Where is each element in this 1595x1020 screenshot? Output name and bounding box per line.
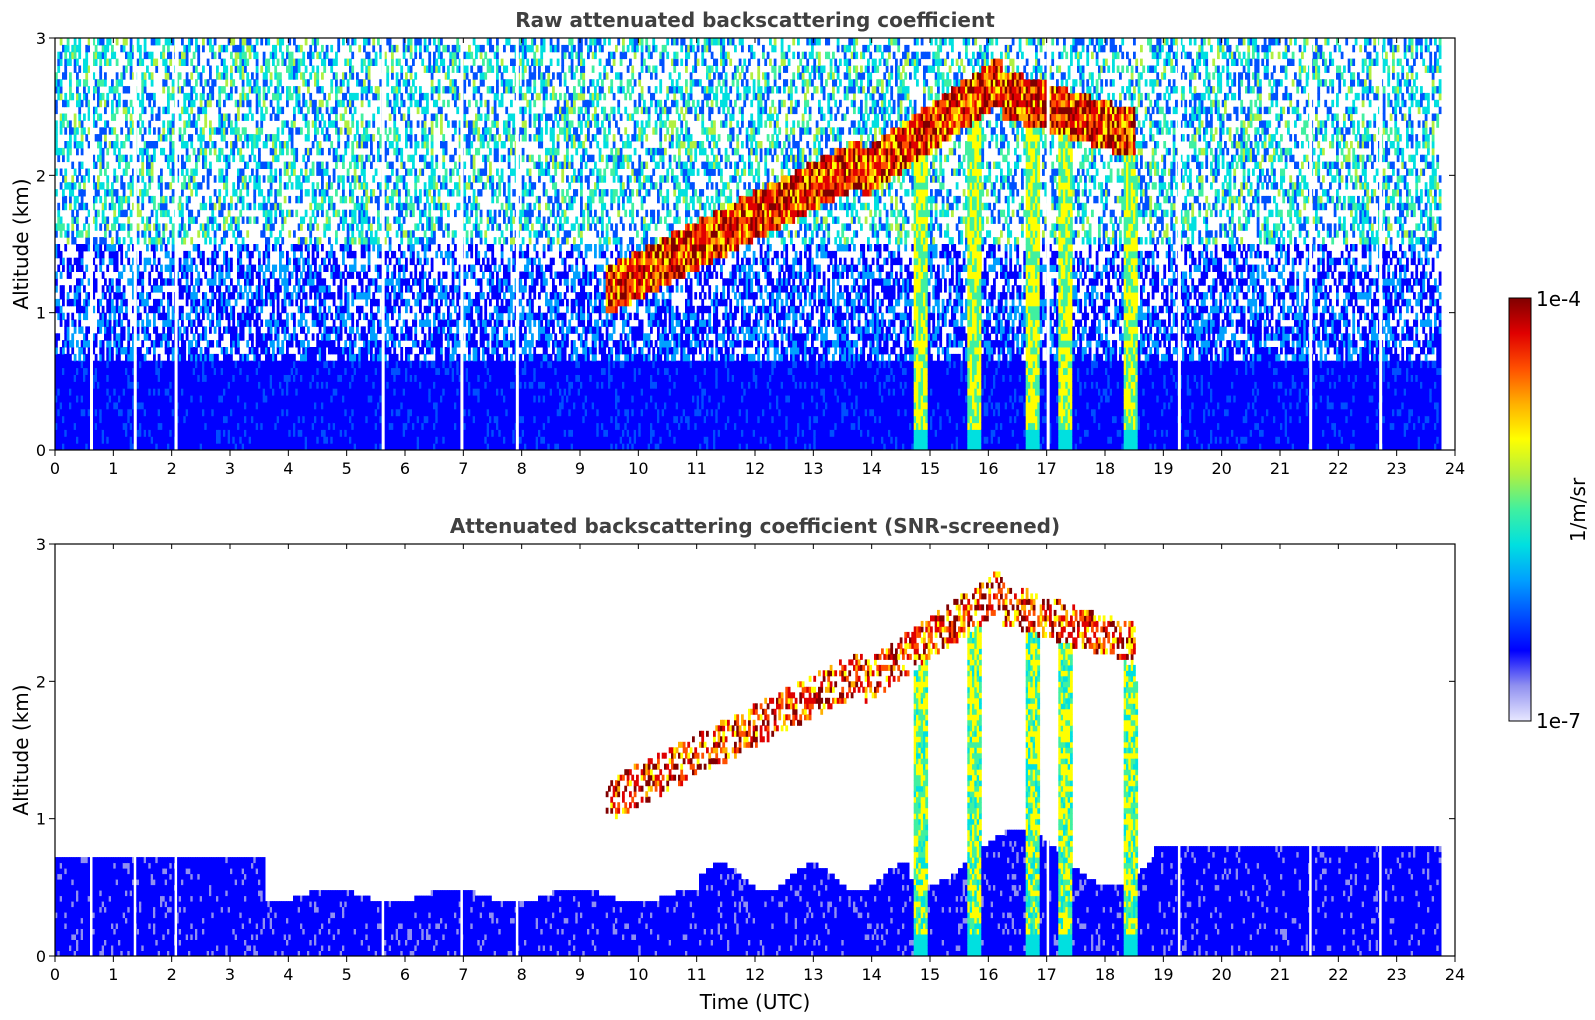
x-tick-label: 6 — [400, 459, 410, 478]
x-tick-label: 15 — [920, 459, 940, 478]
x-tick-label: 1 — [108, 459, 118, 478]
panel1-y-axis: 0 1 2 3 — [36, 29, 1455, 460]
y-tick-label: 3 — [36, 535, 46, 554]
y-tick-label: 2 — [36, 672, 46, 691]
y-tick-label: 0 — [36, 947, 46, 966]
x-tick-label: 5 — [342, 965, 352, 984]
y-tick-label: 1 — [36, 810, 46, 829]
x-tick-label: 24 — [1445, 965, 1465, 984]
x-tick-label: 12 — [745, 965, 765, 984]
y-tick-label: 1 — [36, 304, 46, 323]
x-tick-label: 0 — [50, 459, 60, 478]
x-tick-label: 6 — [400, 965, 410, 984]
y-tick-label: 2 — [36, 166, 46, 185]
x-tick-label: 10 — [628, 965, 648, 984]
panel2-title: Attenuated backscattering coefficient (S… — [450, 514, 1060, 538]
panel1-heatmap — [55, 38, 1442, 450]
x-tick-label: 15 — [920, 965, 940, 984]
x-tick-label: 8 — [517, 965, 527, 984]
colorbar-min-label: 1e-7 — [1536, 709, 1581, 733]
panel1-y-label: Altitude (km) — [9, 178, 33, 309]
x-tick-label: 18 — [1095, 965, 1115, 984]
x-tick-label: 2 — [167, 965, 177, 984]
x-tick-label: 8 — [517, 459, 527, 478]
y-tick-label: 0 — [36, 441, 46, 460]
panel2-heatmap — [55, 571, 1442, 956]
x-tick-label: 4 — [283, 459, 293, 478]
x-tick-label: 13 — [803, 459, 823, 478]
x-tick-label: 14 — [861, 459, 881, 478]
raw-backscatter-panel: Raw attenuated backscattering coefficien… — [9, 8, 1465, 478]
x-tick-label: 12 — [745, 459, 765, 478]
x-tick-label: 10 — [628, 459, 648, 478]
x-tick-label: 11 — [686, 459, 706, 478]
x-tick-label: 21 — [1270, 459, 1290, 478]
x-tick-label: 9 — [575, 965, 585, 984]
colorbar-unit-label: 1/m/sr — [1566, 477, 1590, 542]
x-tick-label: 1 — [108, 965, 118, 984]
panel1-title: Raw attenuated backscattering coefficien… — [515, 8, 995, 32]
x-tick-label: 23 — [1386, 459, 1406, 478]
colorbar-gradient — [1508, 297, 1532, 722]
x-tick-label: 23 — [1386, 965, 1406, 984]
x-tick-label: 4 — [283, 965, 293, 984]
x-tick-label: 21 — [1270, 965, 1290, 984]
x-tick-label: 13 — [803, 965, 823, 984]
x-tick-label: 19 — [1153, 965, 1173, 984]
x-tick-label: 17 — [1036, 459, 1056, 478]
x-tick-label: 16 — [978, 965, 998, 984]
snr-screened-panel: Attenuated backscattering coefficient (S… — [9, 514, 1465, 1014]
x-tick-label: 14 — [861, 965, 881, 984]
x-tick-label: 7 — [458, 965, 468, 984]
colorbar: 1e-4 1e-7 1/m/sr — [1508, 287, 1590, 733]
x-tick-label: 17 — [1036, 965, 1056, 984]
x-tick-label: 9 — [575, 459, 585, 478]
x-tick-label: 20 — [1211, 965, 1231, 984]
x-tick-label: 2 — [167, 459, 177, 478]
x-tick-label: 19 — [1153, 459, 1173, 478]
panel1-x-axis: 0 1 2 3 4 5 6 7 8 9 10 11 12 13 14 15 16 17 18 19 20 21 22 23 24 — [50, 38, 1465, 478]
y-tick-label: 3 — [36, 29, 46, 48]
panel2-y-label: Altitude (km) — [9, 684, 33, 815]
x-tick-label: 0 — [50, 965, 60, 984]
colorbar-max-label: 1e-4 — [1536, 287, 1581, 311]
x-tick-label: 22 — [1328, 459, 1348, 478]
panel2-x-axis: 0 1 2 3 4 5 6 7 8 9 10 11 12 13 14 15 16 17 18 19 20 21 22 23 24 — [50, 544, 1465, 984]
x-tick-label: 3 — [225, 965, 235, 984]
x-tick-label: 20 — [1211, 459, 1231, 478]
x-tick-label: 22 — [1328, 965, 1348, 984]
x-tick-label: 5 — [342, 459, 352, 478]
x-tick-label: 7 — [458, 459, 468, 478]
x-tick-label: 24 — [1445, 459, 1465, 478]
x-tick-label: 11 — [686, 965, 706, 984]
x-tick-label: 3 — [225, 459, 235, 478]
x-tick-label: 18 — [1095, 459, 1115, 478]
panel2-y-axis: 0 1 2 3 — [36, 535, 1455, 966]
x-tick-label: 16 — [978, 459, 998, 478]
panel2-x-label: Time (UTC) — [699, 990, 811, 1014]
